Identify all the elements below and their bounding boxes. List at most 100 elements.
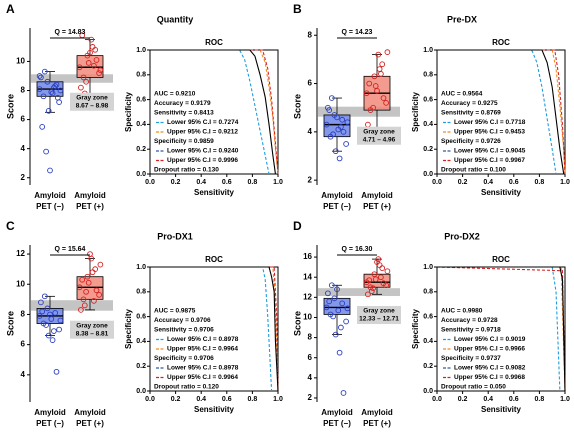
data-point [366,277,373,284]
x-tick-label: PET (+) [363,419,391,428]
data-point [343,318,349,325]
data-point [79,276,86,283]
data-point [336,349,343,356]
data-point [78,84,84,91]
data-point [339,116,346,123]
y-tick-label: 8 [21,310,26,319]
data-point [92,46,99,53]
data-point [378,274,384,281]
y-tick-label: 0.0 [423,388,433,395]
x-tick-label: 0.0 [145,396,155,403]
gray-zone-label: 8.67 – 8.98 [76,102,109,109]
legend-text: Dropout ratio = 0.050 [441,384,506,391]
data-point [335,307,342,314]
data-point [93,287,100,294]
legend-text: Sensitivity = 0.8769 [441,110,501,117]
data-point [374,259,380,265]
legend-text: Upper 95% C.I = 0.9212 [167,129,238,136]
roc-curve [150,49,270,175]
q-annotation: Q = 16.30 [342,246,373,253]
data-point [380,280,387,287]
data-point [379,265,386,271]
y-tick-label: 10 [16,279,25,288]
y-tick-label: 6 [308,79,313,88]
data-point [375,256,382,262]
legend-text: AUC = 0.9564 [441,91,483,98]
y-tick-label: 4 [21,370,26,379]
legend-text: Upper 95% C.I = 0.9964 [167,346,238,353]
x-axis-label: Sensitivity [194,405,235,414]
x-tick-label: PET (−) [323,419,351,428]
q-annotation: Q = 14.83 [55,29,86,36]
data-point [384,49,391,56]
x-axis-label: Sensitivity [481,405,522,414]
x-tick-label: PET (+) [76,419,104,428]
y-tick-label: 6 [21,340,26,349]
data-point [365,121,371,128]
q-annotation: Q = 15.64 [55,246,86,253]
data-point [371,271,378,278]
data-point [339,300,346,307]
x-tick-label: 0.8 [535,179,545,186]
legend-text: Specificity = 0.9737 [441,355,501,362]
y-tick-label: 0.8 [136,72,146,79]
data-point [89,44,96,50]
y-tick-label: 2 [308,175,313,184]
data-point [83,78,89,85]
data-point [39,308,46,315]
legend-text: Upper 95% C.I = 0.9968 [454,374,525,381]
roc-curve [150,266,279,392]
roc-curve [437,49,565,175]
y-tick-label: 1.0 [136,47,146,54]
legend-text: Accuracy = 0.9706 [154,317,211,324]
data-point [338,124,344,130]
y-tick-label: 1.0 [136,264,146,271]
x-tick-label: 0.2 [171,396,181,403]
gray-zone-band [318,106,400,117]
data-point [41,293,48,300]
data-point [51,84,57,91]
x-tick-label: PET (−) [36,202,64,211]
legend-text: Accuracy = 0.9728 [441,317,498,324]
roc-curve [437,49,557,175]
data-point [374,87,380,94]
y-tick-label: 12 [16,249,25,258]
data-point [53,368,60,375]
panel-label: A [6,2,15,16]
x-tick-label: 0.0 [432,396,442,403]
x-tick-label: Amyloid [74,191,106,200]
legend-text: Upper 95% C.I = 0.9964 [167,374,238,381]
data-point [48,89,55,95]
data-point [330,131,336,138]
x-tick-label: 0.2 [458,179,468,186]
gray-zone-title: Gray zone [363,308,395,315]
data-point [81,302,88,309]
data-point [323,304,330,311]
legend-text: Lower 95% C.I = 0.7718 [454,119,526,126]
data-point [56,326,62,333]
data-point [378,71,384,77]
legend-text: Specificity = 0.9706 [154,355,214,362]
y-tick-label: 0.8 [423,72,433,79]
x-tick-label: 0.4 [196,396,206,403]
legend-text: Dropout ratio = 0.100 [441,167,506,174]
data-point [45,332,52,339]
data-point [44,78,51,85]
x-tick-label: Amyloid [34,191,66,200]
q-annotation: Q = 14.23 [342,29,373,36]
gray-zone-box [70,92,114,111]
gray-zone-title: Gray zone [363,128,395,135]
x-tick-label: 1.0 [273,396,283,403]
data-point [332,331,339,338]
x-tick-label: 0.6 [509,179,519,186]
data-point [39,124,46,130]
data-point [96,70,102,76]
gray-zone-box [357,306,401,325]
y-tick-label: 0.8 [136,289,146,296]
x-tick-label: 0.4 [483,179,493,186]
y-tick-label: 0.8 [423,289,433,296]
data-point [344,305,351,312]
data-point [36,313,43,319]
data-point [340,129,347,135]
y-tick-label: 12 [303,292,312,301]
